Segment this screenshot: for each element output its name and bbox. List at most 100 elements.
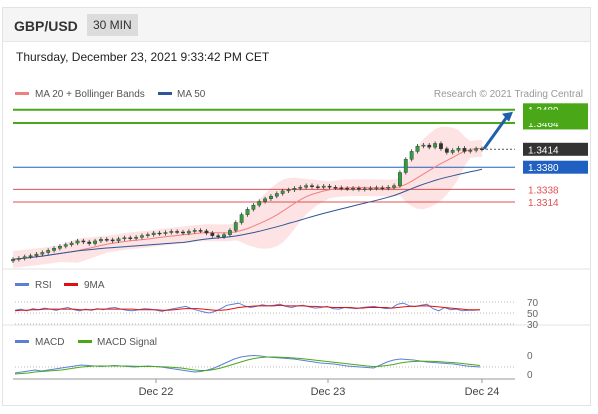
candle-body	[140, 235, 144, 238]
candle-body	[99, 239, 103, 242]
candle-body	[286, 189, 291, 192]
candle-body	[233, 222, 238, 231]
x-tick-label-0: Dec 22	[139, 386, 174, 398]
macd-series-0	[14, 354, 481, 374]
candle-body	[81, 240, 86, 243]
ma20-legend-swatch	[15, 92, 29, 95]
ma50-legend-swatch	[158, 92, 172, 95]
candle-body	[444, 148, 449, 153]
candle-body	[116, 238, 121, 242]
candle-body	[450, 150, 455, 153]
candle-body	[210, 232, 215, 236]
candle-body	[415, 145, 420, 152]
rsi-ma-legend-swatch	[64, 283, 78, 286]
price-tag-support-5: 1.3314	[528, 198, 559, 209]
candle-body	[433, 143, 437, 148]
candle-body	[198, 230, 203, 232]
candle-body	[374, 187, 379, 189]
candle-body	[58, 245, 62, 249]
ma50-line	[12, 168, 483, 260]
rsi-tick-50: 50	[527, 309, 539, 320]
candle-body	[16, 258, 21, 260]
pair-title: GBP/USD	[14, 18, 78, 34]
candle-body	[474, 148, 479, 151]
credit-text: Research © 2021 Trading Central	[434, 89, 583, 100]
candle-body	[239, 214, 244, 223]
forecast-arrow-head	[502, 111, 513, 122]
resistance-tag-joiner	[523, 109, 588, 123]
candle-body	[22, 256, 27, 259]
macd-plot: 00	[14, 351, 533, 381]
bollinger-band-fill	[13, 126, 482, 268]
candle-body	[169, 231, 174, 233]
candle-body	[480, 148, 484, 150]
candle-body	[304, 185, 309, 188]
candle-body	[28, 255, 33, 257]
timestamp: Thursday, December 23, 2021 9:33:42 PM C…	[16, 50, 270, 64]
candle-body	[52, 248, 56, 251]
candle-body	[310, 185, 314, 187]
candle-body	[163, 232, 168, 234]
candle-body	[327, 185, 332, 188]
candle-body	[181, 231, 185, 234]
ma20-legend-label: MA 20 + Bollinger Bands	[35, 89, 145, 100]
candle-body	[216, 235, 221, 237]
price-tag-bg-2	[523, 142, 588, 156]
rsi-legend-label: RSI	[35, 280, 52, 291]
candle-body	[333, 187, 338, 189]
candle-body	[75, 240, 80, 244]
candle-body	[228, 230, 232, 235]
macd-signal-legend-swatch	[78, 340, 92, 343]
macd-legend-label: MACD	[35, 337, 64, 348]
candle-body	[157, 232, 162, 235]
rsi-tick-30: 30	[527, 320, 539, 331]
candle-body	[468, 150, 473, 152]
x-axis: Dec 22 Dec 23 Dec 24	[13, 378, 515, 398]
rsi-ma-legend-label: 9MA	[84, 280, 105, 291]
price-tag-pivot-3: 1.3380	[528, 163, 559, 174]
candle-body	[398, 172, 402, 186]
rsi-series-0	[14, 302, 481, 314]
candle-body	[34, 253, 39, 256]
macd-signal-legend-label: MACD Signal	[97, 337, 157, 348]
candle-body	[392, 185, 396, 188]
macd-legend: MACD MACD Signal	[15, 337, 157, 348]
candle-body	[339, 187, 344, 189]
candle-body	[292, 188, 297, 191]
price-tag-bg-3	[523, 160, 588, 174]
candle-body	[257, 201, 262, 206]
candle-body	[439, 143, 443, 149]
candle-body	[368, 188, 373, 190]
candle-body	[263, 198, 267, 202]
forecast-arrow-shaft	[482, 115, 509, 150]
ma50-legend-label: MA 50	[177, 89, 206, 100]
candle-body	[87, 241, 92, 244]
candle-body	[251, 204, 256, 210]
candle-body	[321, 185, 326, 188]
candle-body	[345, 188, 350, 190]
candle-body	[356, 188, 361, 190]
chart-frame: GBP/USD 30 MIN Thursday, December 23, 20…	[2, 7, 591, 406]
price-tag-support-4: 1.3338	[528, 185, 559, 196]
candle-body	[245, 209, 250, 215]
candle-body	[386, 187, 391, 189]
candle-body	[462, 148, 467, 152]
macd-legend-swatch	[15, 340, 29, 343]
main-legend: MA 20 + Bollinger Bands MA 50 Research ©…	[15, 89, 583, 100]
candle-body	[11, 259, 15, 262]
candle-body	[186, 231, 191, 234]
candle-body	[192, 230, 197, 232]
candle-body	[280, 190, 285, 194]
candle-body	[93, 240, 97, 244]
candle-body	[351, 188, 355, 190]
timeframe-badge[interactable]: 30 MIN	[87, 14, 138, 36]
macd-series-1	[14, 356, 481, 375]
candle-body	[104, 239, 109, 241]
candle-body	[128, 237, 133, 239]
candle-body	[46, 250, 51, 253]
candle-body	[456, 148, 461, 151]
candle-body	[409, 151, 414, 160]
x-tick-label-2: Dec 24	[465, 386, 500, 398]
candle-body	[122, 237, 127, 240]
